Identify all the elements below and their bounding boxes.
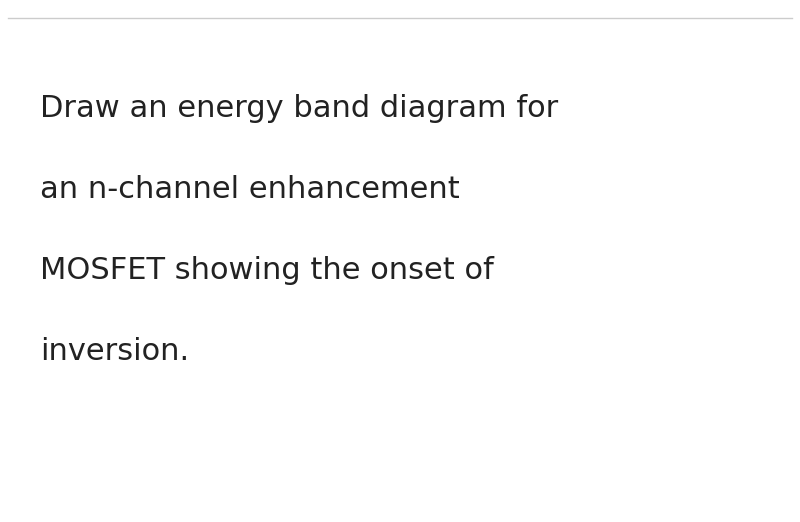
- Text: MOSFET showing the onset of: MOSFET showing the onset of: [40, 256, 494, 285]
- Text: an n-channel enhancement: an n-channel enhancement: [40, 175, 460, 204]
- Text: inversion.: inversion.: [40, 337, 189, 366]
- Text: Draw an energy band diagram for: Draw an energy band diagram for: [40, 94, 558, 123]
